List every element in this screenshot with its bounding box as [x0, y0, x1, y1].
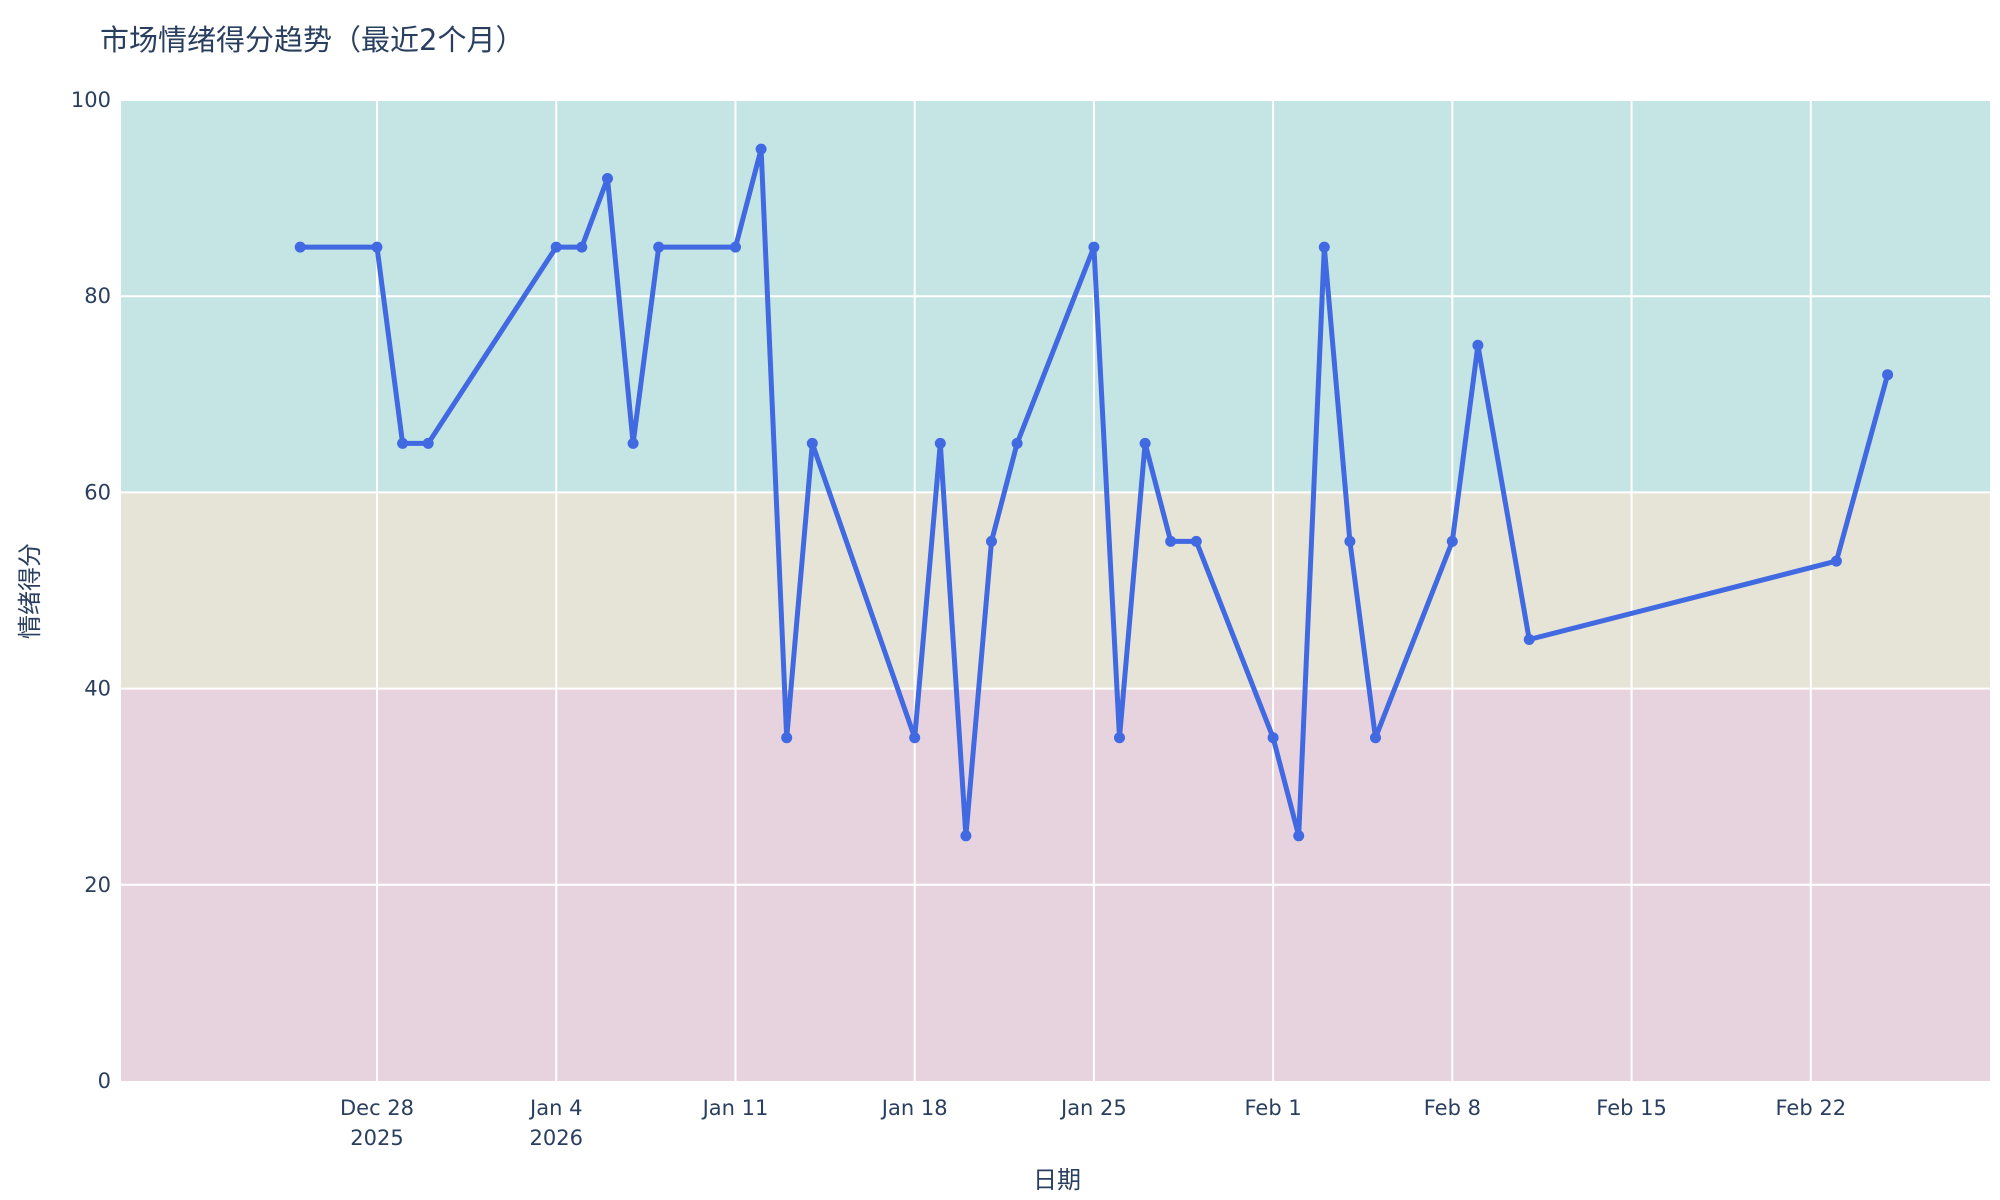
data-point[interactable] [986, 535, 997, 547]
y-tick-label: 60 [84, 480, 111, 504]
x-tick-year-label: 2025 [350, 1126, 403, 1150]
data-point[interactable] [653, 241, 665, 253]
data-point[interactable] [1523, 634, 1535, 645]
data-point[interactable] [755, 143, 767, 155]
data-point[interactable] [1472, 339, 1484, 351]
y-axis-title: 情绪得分 [16, 543, 44, 639]
y-axis-ticks: 0 20 40 60 80 100 [71, 88, 111, 1093]
series-layer [294, 143, 1894, 842]
data-point[interactable] [576, 241, 588, 253]
data-point[interactable] [1293, 830, 1305, 842]
sentiment-band-40-60 [121, 492, 1990, 689]
data-point[interactable] [909, 732, 921, 744]
data-point[interactable] [294, 241, 306, 253]
data-point[interactable] [1139, 437, 1151, 449]
data-point[interactable] [627, 437, 639, 449]
x-tick-label: Jan 11 [701, 1096, 769, 1120]
sentiment-bands [121, 100, 1990, 1081]
data-point[interactable] [1882, 369, 1894, 381]
y-tick-label: 100 [71, 88, 111, 112]
data-point[interactable] [1830, 555, 1842, 567]
data-point[interactable] [1011, 437, 1023, 449]
data-point[interactable] [1165, 535, 1177, 547]
x-tick-year-label: 2026 [530, 1126, 583, 1150]
data-point[interactable] [1344, 535, 1356, 547]
data-point[interactable] [934, 437, 946, 449]
x-axis-ticks: Dec 28 2025 Jan 4 2026 Jan 11 Jan 18 Jan 25 Feb… [340, 1096, 1846, 1150]
x-tick-label: Jan 25 [1059, 1096, 1127, 1120]
x-tick-label: Feb 1 [1245, 1096, 1302, 1120]
x-axis-title: 日期 [1033, 1166, 1081, 1194]
x-tick-label: Jan 4 [528, 1096, 582, 1120]
data-point[interactable] [781, 732, 793, 744]
y-tick-label: 20 [84, 873, 111, 897]
data-point[interactable] [960, 830, 972, 842]
data-point[interactable] [730, 241, 741, 253]
data-point[interactable] [1190, 535, 1202, 547]
y-tick-label: 80 [84, 284, 111, 308]
data-point[interactable] [1114, 732, 1125, 744]
data-point[interactable] [397, 437, 409, 449]
x-tick-label: Feb 22 [1775, 1096, 1846, 1120]
data-point[interactable] [1088, 241, 1100, 253]
y-tick-label: 40 [84, 677, 111, 701]
chart-title: 市场情绪得分趋势（最近2个月） [100, 23, 524, 57]
data-point[interactable] [1446, 535, 1458, 547]
data-point[interactable] [1370, 732, 1381, 744]
data-point[interactable] [1267, 732, 1279, 744]
data-point[interactable] [550, 241, 562, 253]
data-point[interactable] [371, 241, 383, 253]
x-tick-label: Jan 18 [880, 1096, 948, 1120]
data-point[interactable] [602, 173, 613, 184]
x-tick-label: Feb 8 [1424, 1096, 1481, 1120]
data-point[interactable] [1318, 241, 1330, 253]
data-point[interactable] [422, 437, 434, 449]
y-tick-label: 0 [98, 1069, 111, 1093]
x-tick-label: Dec 28 [340, 1096, 414, 1120]
x-tick-label: Feb 15 [1596, 1096, 1667, 1120]
data-point[interactable] [806, 437, 818, 449]
